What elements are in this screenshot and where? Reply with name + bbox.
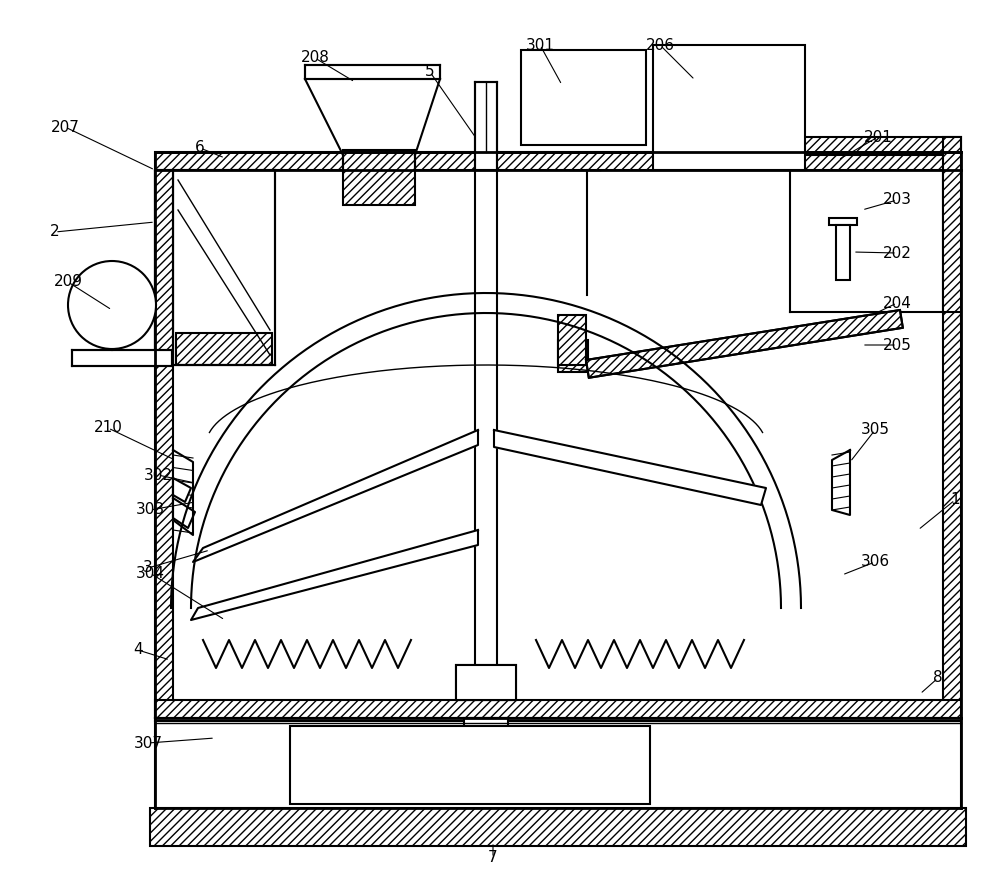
Text: 207: 207 xyxy=(51,119,79,134)
Bar xyxy=(72,350,172,366)
Polygon shape xyxy=(173,478,191,502)
Bar xyxy=(176,333,272,365)
Bar xyxy=(464,718,508,743)
Polygon shape xyxy=(494,430,766,505)
Text: 304: 304 xyxy=(136,566,164,581)
Bar xyxy=(290,726,650,804)
Bar xyxy=(456,665,516,700)
Text: 202: 202 xyxy=(883,246,911,261)
Text: 210: 210 xyxy=(94,421,122,436)
Text: 8: 8 xyxy=(933,670,943,685)
Text: 302: 302 xyxy=(144,468,173,483)
Text: 201: 201 xyxy=(864,129,892,144)
Text: 305: 305 xyxy=(860,423,890,438)
Bar xyxy=(150,808,966,846)
Bar xyxy=(155,170,173,365)
Text: 1: 1 xyxy=(950,492,960,507)
Bar xyxy=(558,340,588,372)
Bar xyxy=(943,137,961,312)
Polygon shape xyxy=(191,530,478,620)
Polygon shape xyxy=(193,430,478,562)
Bar xyxy=(155,170,173,718)
Text: 301: 301 xyxy=(526,37,554,52)
Bar xyxy=(155,700,961,718)
Bar xyxy=(829,218,857,225)
Text: 205: 205 xyxy=(883,338,911,353)
Bar xyxy=(468,743,504,763)
Text: 204: 204 xyxy=(883,295,911,310)
Bar xyxy=(343,150,415,205)
Bar xyxy=(475,82,497,170)
Bar xyxy=(155,152,961,170)
Polygon shape xyxy=(173,450,193,535)
Text: 206: 206 xyxy=(646,37,674,52)
Polygon shape xyxy=(173,498,195,528)
Text: 306: 306 xyxy=(860,554,890,569)
Text: 6: 6 xyxy=(195,141,205,156)
Bar xyxy=(305,65,440,79)
Circle shape xyxy=(68,261,156,349)
Text: 208: 208 xyxy=(301,50,329,65)
Text: 3: 3 xyxy=(143,560,153,575)
Polygon shape xyxy=(832,450,850,515)
Text: 7: 7 xyxy=(488,850,498,865)
Text: 203: 203 xyxy=(883,193,912,208)
Text: 4: 4 xyxy=(133,643,143,658)
Bar xyxy=(943,170,961,718)
Text: 307: 307 xyxy=(134,735,162,751)
Bar xyxy=(558,315,586,365)
Text: 209: 209 xyxy=(54,275,82,289)
Bar xyxy=(653,45,805,170)
Text: 303: 303 xyxy=(135,502,165,517)
Bar xyxy=(521,50,646,145)
Bar xyxy=(456,665,516,700)
Polygon shape xyxy=(586,310,903,377)
Bar xyxy=(790,137,961,155)
Bar xyxy=(836,225,850,280)
Text: 5: 5 xyxy=(425,65,435,80)
Text: 2: 2 xyxy=(50,225,60,240)
